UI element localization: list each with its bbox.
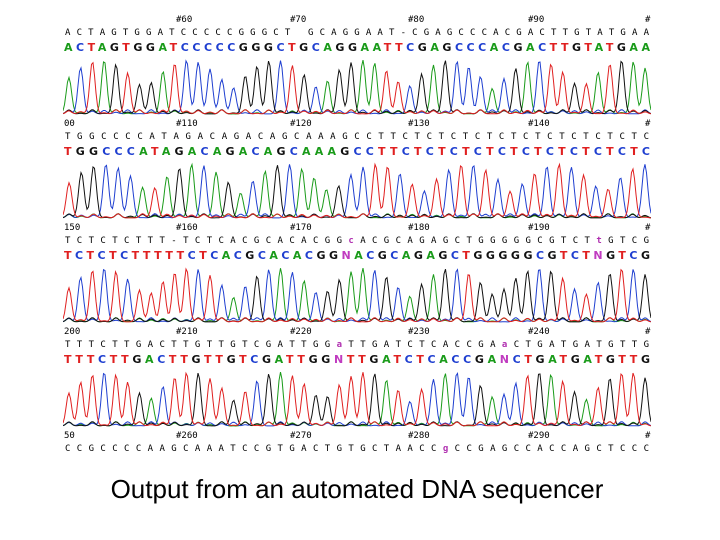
caption: Output from an automated DNA sequencer bbox=[111, 474, 604, 504]
position-label: #60 bbox=[176, 15, 192, 25]
position-label: #240 bbox=[528, 327, 550, 337]
position-label: 00 bbox=[64, 119, 75, 129]
position-label: #30 bbox=[645, 431, 661, 441]
position-label: #1 bbox=[645, 15, 656, 25]
position-label: #140 bbox=[528, 119, 550, 129]
position-label: #130 bbox=[408, 119, 430, 129]
trace bbox=[63, 60, 651, 115]
position-label: #180 bbox=[408, 223, 430, 233]
trace bbox=[63, 267, 651, 323]
trace bbox=[63, 372, 651, 427]
trace bbox=[63, 267, 651, 323]
position-label: #70 bbox=[290, 15, 306, 25]
trace bbox=[63, 59, 651, 115]
position-label: #170 bbox=[290, 223, 312, 233]
position-label: #110 bbox=[176, 119, 198, 129]
position-label: 200 bbox=[64, 327, 80, 337]
position-label: # bbox=[645, 119, 651, 129]
position-label: #220 bbox=[290, 327, 312, 337]
position-label: #230 bbox=[408, 327, 430, 337]
position-label: #270 bbox=[290, 431, 312, 441]
position-label: #80 bbox=[408, 15, 424, 25]
position-label: #120 bbox=[290, 119, 312, 129]
trace bbox=[63, 61, 651, 115]
position-label: #210 bbox=[176, 327, 198, 337]
position-label: #1 bbox=[645, 223, 656, 233]
position-label: #280 bbox=[408, 431, 430, 441]
position-label: 50 bbox=[64, 431, 75, 441]
position-label: #290 bbox=[528, 431, 550, 441]
trace bbox=[63, 371, 651, 427]
position-label: 150 bbox=[64, 223, 80, 233]
position-label: #2 bbox=[645, 327, 656, 337]
position-label: #90 bbox=[528, 15, 544, 25]
trace bbox=[63, 162, 651, 219]
position-label: #160 bbox=[176, 223, 198, 233]
position-label: #190 bbox=[528, 223, 550, 233]
position-label: #260 bbox=[176, 431, 198, 441]
